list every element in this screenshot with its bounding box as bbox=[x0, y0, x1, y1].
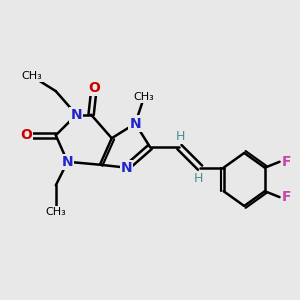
Text: H: H bbox=[176, 130, 186, 143]
Text: CH₃: CH₃ bbox=[45, 207, 66, 217]
Text: N: N bbox=[70, 108, 82, 122]
Text: O: O bbox=[88, 81, 100, 95]
Text: CH₃: CH₃ bbox=[134, 92, 154, 102]
Text: O: O bbox=[20, 128, 32, 142]
Text: F: F bbox=[282, 190, 292, 204]
Text: N: N bbox=[130, 116, 141, 130]
Text: F: F bbox=[282, 155, 292, 169]
Text: N: N bbox=[121, 161, 132, 175]
Text: H: H bbox=[194, 172, 203, 185]
Text: CH₃: CH₃ bbox=[22, 71, 43, 81]
Text: N: N bbox=[62, 155, 74, 169]
